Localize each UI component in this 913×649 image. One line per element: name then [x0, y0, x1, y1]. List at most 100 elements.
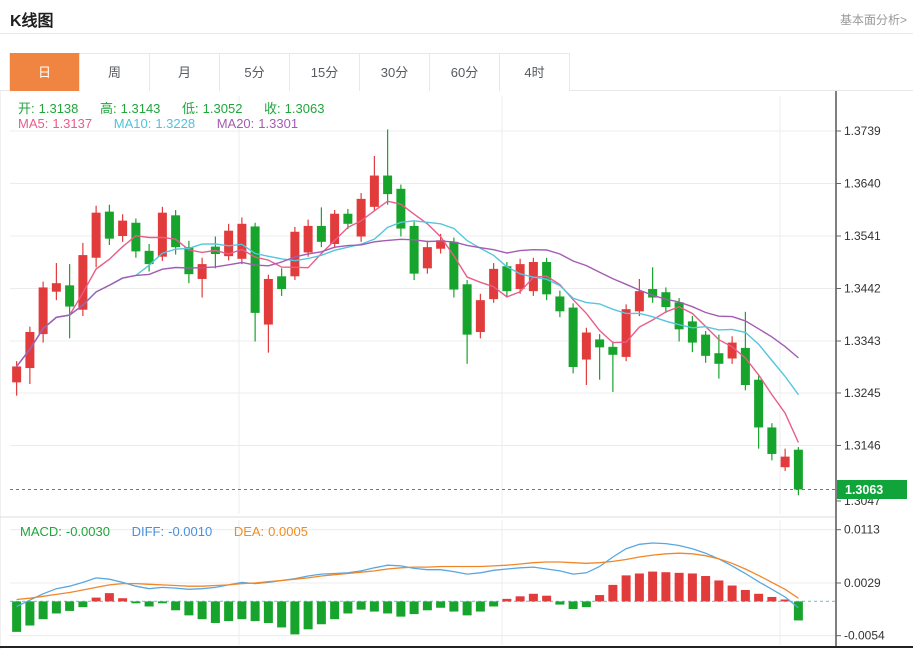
candle-up	[634, 291, 644, 312]
macd-bar	[316, 601, 326, 625]
diff-value: -0.0010	[168, 524, 213, 539]
fundamental-analysis-link[interactable]: 基本面分析>	[839, 13, 907, 27]
macd-bar	[661, 572, 671, 602]
candle-up	[621, 309, 631, 357]
ma5-value: 1.3137	[52, 116, 93, 131]
candle-down	[568, 307, 578, 367]
macd-bar	[171, 601, 181, 611]
macd-bar	[263, 601, 273, 623]
macd-bar	[648, 571, 658, 602]
macd-bar	[634, 573, 644, 602]
price-axis-label: 1.3245	[844, 386, 881, 400]
price-axis-label: 1.3343	[844, 334, 881, 348]
candle-up	[91, 212, 101, 258]
macd-axis-label: 0.0113	[844, 523, 880, 537]
ma-legend: MA5: 1.3137 MA10: 1.3228 MA20: 1.3301	[18, 116, 316, 131]
candle-down	[462, 284, 472, 335]
macd-bar	[250, 601, 260, 622]
macd-bar	[687, 573, 697, 602]
tab-日[interactable]: 日	[10, 53, 80, 91]
macd-bar	[197, 601, 207, 620]
ma10-value: 1.3228	[155, 116, 196, 131]
macd-bar	[38, 601, 48, 620]
close-value: 1.3063	[284, 101, 325, 116]
price-axis-label: 1.3640	[844, 177, 881, 191]
ma10-line	[16, 220, 799, 396]
candle-up	[369, 175, 379, 207]
macd-bar	[475, 601, 485, 612]
ma20-line	[16, 238, 799, 367]
candle-up	[436, 240, 446, 249]
macd-bar	[237, 601, 247, 620]
open-label: 开:	[18, 101, 35, 116]
candle-down	[754, 379, 764, 428]
candle-up	[51, 283, 61, 292]
dea-value: 0.0005	[268, 524, 308, 539]
candle-up	[224, 230, 234, 257]
tab-4时[interactable]: 4时	[500, 54, 570, 91]
macd-bar	[118, 598, 128, 602]
candle-up	[157, 212, 167, 257]
tab-60分[interactable]: 60分	[430, 54, 500, 91]
candle-down	[608, 346, 618, 355]
macd-bar	[436, 601, 446, 608]
macd-bar	[131, 601, 141, 604]
macd-bar	[303, 601, 313, 630]
macd-bar	[449, 601, 459, 612]
high-value: 1.3143	[120, 101, 161, 116]
candle-down	[595, 339, 605, 348]
macd-bar	[555, 601, 565, 605]
macd-bar	[740, 589, 750, 602]
tab-月[interactable]: 月	[150, 54, 220, 91]
candle-down	[65, 285, 75, 307]
macd-bar	[568, 601, 578, 610]
macd-bar	[184, 601, 194, 616]
ma20-label: MA20:	[216, 116, 255, 131]
tab-30分[interactable]: 30分	[360, 54, 430, 91]
candle-down	[648, 289, 658, 298]
macd-bar	[157, 601, 167, 604]
candle-down	[104, 211, 114, 239]
macd-bar	[78, 601, 88, 608]
close-label: 收:	[264, 101, 281, 116]
candle-down	[714, 353, 724, 364]
candle-down	[674, 302, 684, 330]
tab-5分[interactable]: 5分	[220, 54, 290, 91]
candle-up	[727, 342, 737, 359]
dea-label: DEA:	[233, 524, 265, 539]
price-axis-label: 1.3541	[844, 229, 881, 243]
candle-down	[687, 321, 697, 343]
candle-up	[290, 231, 300, 277]
macd-bar	[277, 601, 287, 628]
macd-bar	[104, 593, 114, 602]
macd-bar	[595, 595, 605, 602]
candle-up	[12, 366, 22, 383]
candle-up	[237, 223, 247, 259]
period-tab-bar: 日周月 5分 15分 30分 60分 4时	[9, 53, 570, 91]
macd-bar	[621, 575, 631, 602]
candle-up	[489, 268, 499, 300]
tab-15分[interactable]: 15分	[290, 54, 360, 91]
candle-down	[701, 334, 711, 356]
page-title: K线图	[10, 13, 54, 30]
candle-up	[78, 255, 88, 310]
candle-up	[263, 278, 273, 325]
macd-bar	[369, 601, 379, 612]
candle-down	[184, 247, 194, 275]
tab-周[interactable]: 周	[80, 54, 150, 91]
current-price-tag	[837, 479, 907, 499]
macd-bar	[383, 601, 393, 614]
macd-bar	[210, 601, 220, 623]
kline-widget	[0, 91, 913, 649]
candle-up	[38, 287, 48, 335]
macd-bar	[528, 593, 538, 602]
candle-up	[197, 264, 207, 279]
macd-bar	[780, 599, 790, 602]
macd-bar	[754, 593, 764, 602]
ohlc-legend: 开: 1.3138 高: 1.3143 低: 1.3052 收: 1.3063	[18, 98, 342, 117]
candle-up	[118, 220, 128, 237]
candle-down	[542, 261, 552, 295]
candle-down	[449, 241, 459, 290]
